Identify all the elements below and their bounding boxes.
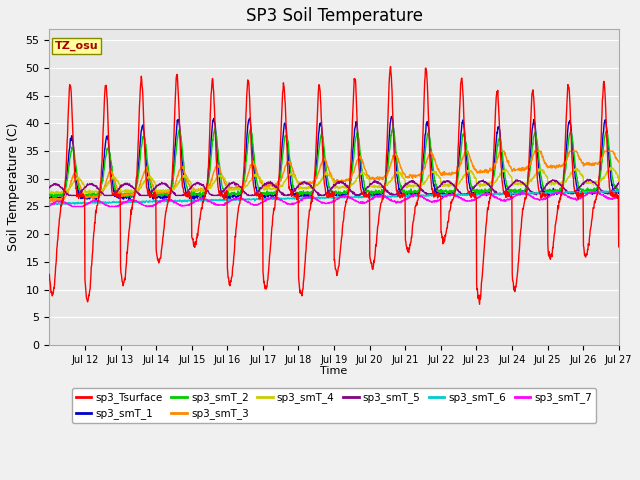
sp3_smT_4 [45,190,53,195]
sp3_smT_3 [135,185,143,191]
sp3_smT_6 [552,190,560,196]
sp3_smT_5 [309,185,317,191]
sp3_smT_1 [135,159,143,165]
sp3_Tsurface [608,191,616,197]
sp3_smT_1 [552,190,560,195]
sp3_smT_4 [135,185,143,191]
sp3_smT_7 [319,200,327,206]
sp3_smT_6 [45,200,53,206]
sp3_smT_4 [608,166,616,171]
Line: sp3_smT_3: sp3_smT_3 [49,151,619,202]
Line: sp3_smT_1: sp3_smT_1 [49,117,619,201]
Line: sp3_smT_6: sp3_smT_6 [49,191,619,204]
sp3_Tsurface [134,137,142,143]
Line: sp3_smT_4: sp3_smT_4 [49,168,619,193]
Legend: sp3_Tsurface, sp3_smT_1, sp3_smT_2, sp3_smT_3, sp3_smT_4, sp3_smT_5, sp3_smT_6, : sp3_Tsurface, sp3_smT_1, sp3_smT_2, sp3_… [72,388,596,423]
sp3_smT_2 [552,187,560,193]
sp3_smT_1 [319,146,327,152]
sp3_smT_2 [389,124,397,130]
sp3_smT_6 [309,195,317,201]
sp3_smT_4 [552,179,560,185]
sp3_smT_3 [469,163,477,168]
sp3_smT_5 [552,178,560,183]
sp3_smT_7 [468,198,476,204]
sp3_smT_4 [608,165,616,170]
sp3_smT_2 [469,186,477,192]
sp3_smT_7 [592,189,600,195]
Line: sp3_Tsurface: sp3_Tsurface [49,67,619,304]
sp3_smT_3 [309,179,317,185]
sp3_Tsurface [468,190,476,196]
sp3_smT_5 [584,177,591,182]
sp3_smT_3 [462,148,470,154]
Line: sp3_smT_2: sp3_smT_2 [49,127,619,198]
sp3_smT_7 [608,196,616,202]
sp3_smT_6 [319,194,327,200]
sp3_smT_3 [49,199,56,205]
sp3_smT_1 [608,183,616,189]
sp3_Tsurface [387,64,394,70]
sp3_smT_3 [552,164,560,170]
sp3_smT_3 [45,196,53,202]
sp3_smT_6 [612,188,620,193]
sp3_smT_1 [309,190,317,195]
sp3_smT_4 [47,191,54,196]
sp3_smT_3 [608,148,616,154]
sp3_smT_1 [388,114,396,120]
sp3_Tsurface [45,272,53,277]
sp3_smT_2 [615,187,623,192]
Text: TZ_osu: TZ_osu [54,41,99,51]
sp3_smT_2 [45,192,53,198]
Line: sp3_smT_7: sp3_smT_7 [49,192,619,206]
sp3_smT_3 [319,158,327,164]
sp3_smT_1 [615,187,623,193]
sp3_smT_7 [615,194,623,200]
sp3_smT_7 [308,194,316,200]
sp3_smT_3 [615,159,623,165]
sp3_smT_7 [552,190,559,196]
sp3_smT_6 [468,192,476,198]
Line: sp3_smT_5: sp3_smT_5 [49,180,619,195]
sp3_Tsurface [615,244,623,250]
sp3_smT_2 [608,173,616,179]
sp3_smT_5 [135,191,143,196]
sp3_smT_4 [615,180,623,185]
sp3_smT_5 [608,187,616,193]
sp3_smT_1 [45,195,53,201]
X-axis label: Time: Time [321,366,348,376]
sp3_smT_6 [135,199,143,204]
sp3_smT_6 [608,189,616,194]
sp3_smT_6 [615,188,623,194]
sp3_smT_7 [134,200,142,205]
sp3_smT_1 [469,190,477,196]
sp3_smT_1 [47,198,54,204]
sp3_smT_4 [309,184,317,190]
sp3_smT_2 [135,170,143,176]
sp3_smT_7 [45,204,53,209]
Y-axis label: Soil Temperature (C): Soil Temperature (C) [7,123,20,252]
sp3_smT_5 [319,192,327,198]
sp3_Tsurface [308,191,316,197]
Title: SP3 Soil Temperature: SP3 Soil Temperature [246,7,422,25]
sp3_smT_6 [50,202,58,207]
sp3_Tsurface [476,301,483,307]
sp3_smT_5 [45,185,53,191]
sp3_smT_5 [615,180,623,186]
sp3_smT_5 [65,192,72,198]
sp3_smT_2 [309,189,317,194]
sp3_smT_4 [319,174,327,180]
sp3_smT_4 [468,171,476,177]
sp3_smT_2 [49,195,57,201]
sp3_Tsurface [319,156,327,161]
sp3_Tsurface [552,216,560,222]
sp3_smT_5 [468,185,476,191]
sp3_smT_2 [319,139,327,145]
